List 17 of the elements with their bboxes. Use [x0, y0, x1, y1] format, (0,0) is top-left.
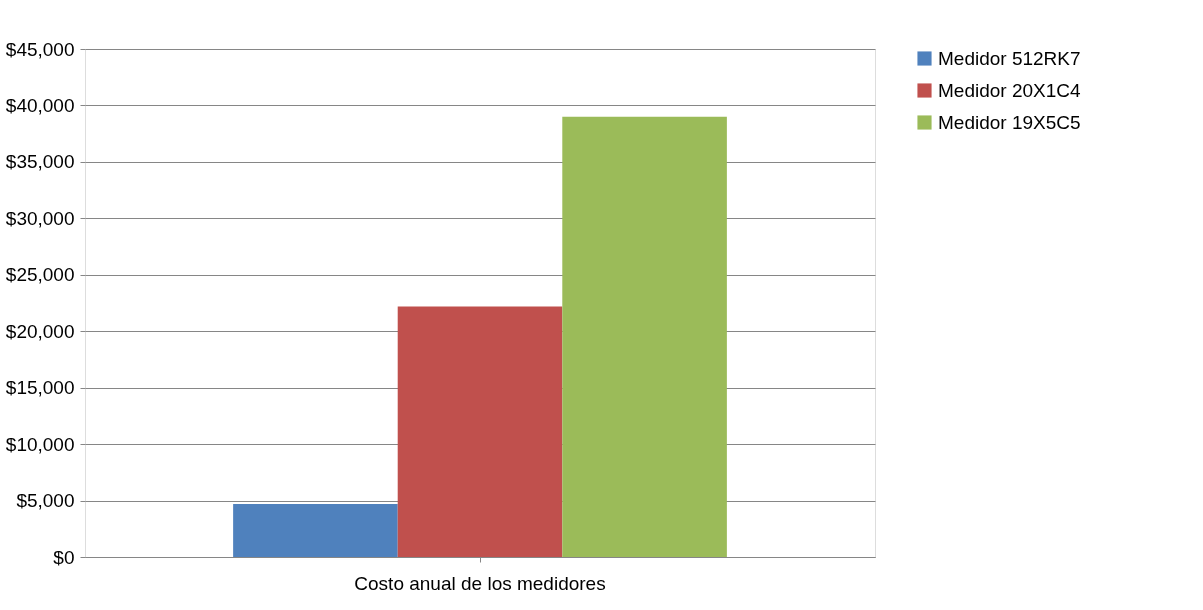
y-tick-label: $45,000 [5, 38, 75, 60]
legend-label: Medidor 512RK7 [938, 47, 1081, 69]
y-tick-label: $15,000 [5, 377, 75, 399]
y-tick-label: $10,000 [5, 433, 75, 455]
legend-label: Medidor 19X5C5 [938, 111, 1081, 133]
y-tick-label: $25,000 [5, 264, 75, 286]
y-tick-label: $35,000 [5, 151, 75, 173]
bar [233, 503, 398, 557]
legend-label: Medidor 20X1C4 [938, 79, 1082, 101]
y-tick-label: $20,000 [5, 320, 75, 342]
y-tick-label: $0 [53, 546, 75, 568]
y-tick-label: $40,000 [5, 94, 75, 116]
y-tick-label: $30,000 [5, 207, 75, 229]
bar [397, 306, 563, 557]
bar [562, 116, 727, 557]
y-tick-label: $5,000 [16, 490, 75, 512]
x-tick-label: Costo anual de los medidores [354, 572, 606, 594]
